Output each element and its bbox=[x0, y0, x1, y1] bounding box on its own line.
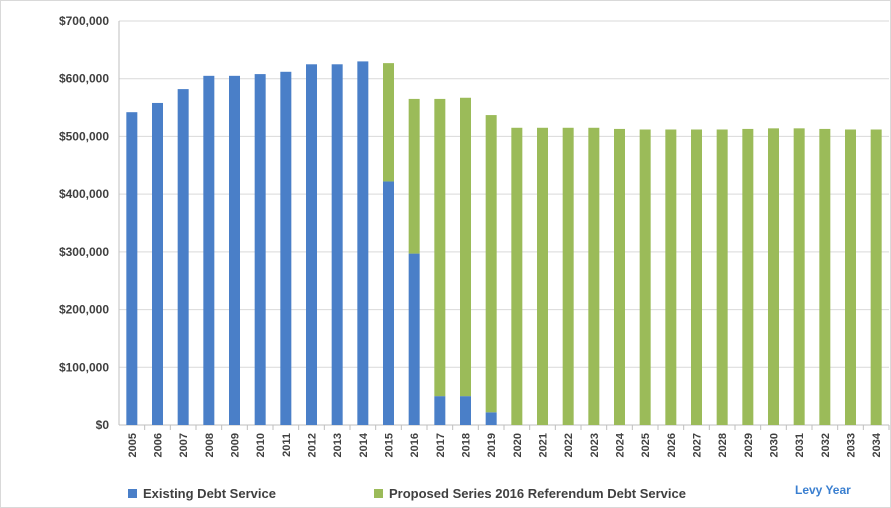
bar-existing-2013 bbox=[331, 64, 343, 426]
y-tick-label: $600,000 bbox=[59, 72, 109, 86]
x-tick-label: 2011 bbox=[281, 433, 293, 457]
bar-proposed-2026 bbox=[665, 129, 677, 425]
x-tick-label: 2007 bbox=[178, 433, 190, 457]
x-tick-label: 2023 bbox=[589, 433, 601, 457]
bar-proposed-2020 bbox=[511, 127, 523, 426]
bar-existing-2010 bbox=[254, 74, 266, 426]
legend-swatch-existing bbox=[128, 489, 137, 498]
bar-proposed-2024 bbox=[614, 128, 625, 425]
legend: Existing Debt Service Proposed Series 20… bbox=[0, 483, 891, 505]
x-tick-label: 2021 bbox=[538, 433, 550, 457]
bar-existing-2016 bbox=[408, 253, 420, 425]
bar-existing-2019 bbox=[485, 412, 497, 425]
y-tick-labels: $0 $100,000 $200,000 $300,000 $400,000 $500,0… bbox=[59, 14, 109, 432]
bar-existing-2018 bbox=[460, 396, 471, 425]
bar-proposed-2023 bbox=[588, 127, 600, 426]
y-tick-label: $100,000 bbox=[59, 360, 109, 374]
x-tick-labels: 2005 2006 2007 2008 2009 2010 2011 2012 2013 2014… bbox=[127, 432, 883, 457]
x-tick-label: 2016 bbox=[409, 433, 421, 457]
legend-label-existing: Existing Debt Service bbox=[143, 486, 276, 501]
bar-proposed-2030 bbox=[768, 128, 779, 425]
bar-existing-2006 bbox=[152, 102, 163, 425]
x-tick-label: 2022 bbox=[563, 433, 575, 457]
legend-swatch-proposed bbox=[374, 489, 383, 498]
bar-existing-2005 bbox=[126, 112, 138, 425]
x-tick-label: 2014 bbox=[358, 432, 370, 457]
x-tick-label: 2008 bbox=[204, 433, 216, 457]
gridlines bbox=[118, 20, 890, 430]
bar-proposed-2018 bbox=[460, 97, 471, 397]
bar-existing-2008 bbox=[203, 75, 215, 425]
x-tick-label: 2020 bbox=[512, 433, 524, 457]
x-tick-label: 2032 bbox=[820, 433, 832, 457]
bar-proposed-2029 bbox=[742, 128, 754, 425]
bar-proposed-2028 bbox=[716, 129, 728, 425]
x-tick-label: 2031 bbox=[794, 433, 806, 457]
bar-proposed-2033 bbox=[845, 129, 856, 425]
bar-existing-2007 bbox=[177, 89, 189, 426]
legend-label-proposed: Proposed Series 2016 Referendum Debt Ser… bbox=[389, 486, 686, 501]
x-tick-label: 2017 bbox=[435, 433, 447, 457]
bar-proposed-2032 bbox=[819, 128, 831, 425]
x-tick-label: 2009 bbox=[230, 433, 242, 457]
x-tick-label: 2026 bbox=[666, 433, 678, 457]
bar-existing-2017 bbox=[434, 396, 446, 425]
y-tick-label: $0 bbox=[96, 418, 110, 432]
bar-proposed-2016 bbox=[408, 98, 420, 254]
debt-service-chart: $0 $100,000 $200,000 $300,000 $400,000 $500,0… bbox=[59, 14, 890, 457]
bar-existing-2009 bbox=[229, 75, 240, 425]
bar-existing-2014 bbox=[357, 61, 369, 426]
y-tick-label: $400,000 bbox=[59, 187, 109, 201]
x-tick-label: 2015 bbox=[384, 433, 396, 457]
bars bbox=[126, 61, 882, 426]
legend-item-existing: Existing Debt Service bbox=[128, 486, 276, 501]
bar-existing-2012 bbox=[306, 64, 317, 426]
x-tick-label: 2018 bbox=[461, 433, 473, 457]
x-tick-label: 2010 bbox=[255, 433, 267, 457]
bar-proposed-2017 bbox=[434, 98, 446, 397]
x-tick-label: 2033 bbox=[846, 433, 858, 457]
x-tick-label: 2034 bbox=[871, 432, 883, 457]
y-tick-label: $500,000 bbox=[59, 129, 109, 143]
x-tick-label: 2005 bbox=[127, 433, 139, 457]
x-tick-label: 2030 bbox=[769, 433, 781, 457]
bar-proposed-2019 bbox=[485, 115, 497, 413]
x-tick-label: 2029 bbox=[743, 433, 755, 457]
x-tick-label: 2006 bbox=[153, 433, 165, 457]
bar-proposed-2025 bbox=[639, 129, 651, 425]
x-tick-label: 2012 bbox=[307, 433, 319, 457]
x-tick-label: 2028 bbox=[717, 433, 729, 457]
x-tick-label: 2024 bbox=[615, 432, 627, 457]
x-tick-label: 2027 bbox=[692, 433, 704, 457]
x-tick-label: 2025 bbox=[640, 433, 652, 457]
y-tick-label: $200,000 bbox=[59, 303, 109, 317]
bar-proposed-2027 bbox=[691, 129, 702, 425]
bar-existing-2011 bbox=[280, 71, 292, 425]
x-tick-label: 2013 bbox=[332, 433, 344, 457]
y-tick-label: $700,000 bbox=[59, 14, 109, 28]
y-tick-label: $300,000 bbox=[59, 245, 109, 259]
bar-proposed-2022 bbox=[562, 127, 574, 426]
bar-proposed-2031 bbox=[793, 128, 805, 425]
x-axis-title: Levy Year bbox=[795, 483, 851, 497]
x-tick-label: 2019 bbox=[486, 433, 498, 457]
bar-proposed-2015 bbox=[383, 63, 394, 182]
bar-existing-2015 bbox=[383, 181, 394, 425]
bar-proposed-2021 bbox=[537, 127, 548, 426]
bar-proposed-2034 bbox=[870, 129, 882, 425]
legend-item-proposed: Proposed Series 2016 Referendum Debt Ser… bbox=[374, 486, 686, 501]
